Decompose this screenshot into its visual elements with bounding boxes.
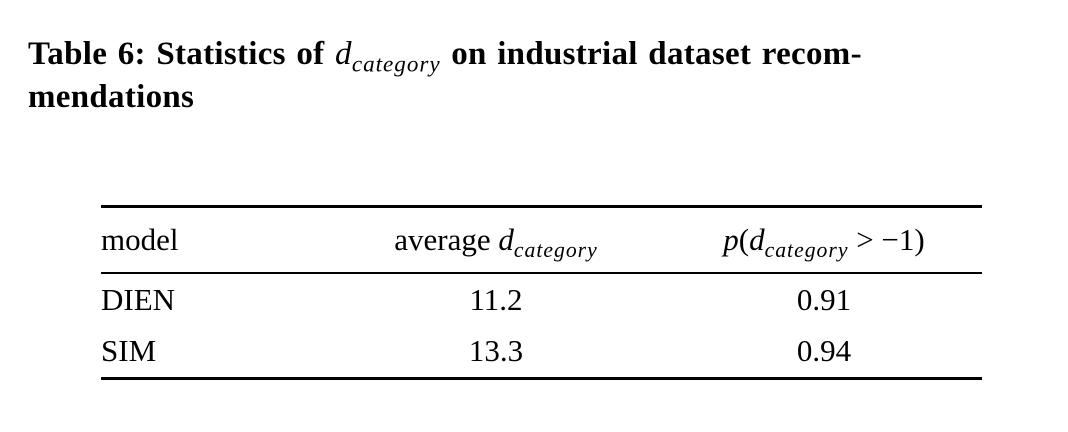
- header-p-d-category: p(dcategory > −1): [666, 207, 982, 273]
- cell-p-d-category: 0.91: [796, 281, 852, 317]
- header-average-d-category: average dcategory: [326, 207, 666, 273]
- caption-line-1: Table 6: Statistics of dcategory on indu…: [28, 33, 1050, 76]
- header-model: model: [101, 207, 326, 273]
- table-header: model average dcategory p(dcategory > −1…: [101, 207, 982, 273]
- math-base: d: [749, 221, 765, 257]
- inline-math-d-category: dcategory: [498, 221, 597, 261]
- cell-p-d-category: 0.94: [796, 333, 852, 369]
- caption-continuation: mendations: [28, 79, 195, 115]
- statistics-table: model average dcategory p(dcategory > −1…: [101, 205, 982, 380]
- cell-model: SIM: [101, 333, 157, 369]
- inline-math-d-category: dcategory: [749, 221, 848, 261]
- header-average-prefix: average: [394, 221, 499, 257]
- caption-suffix: on industrial dataset recom-: [440, 36, 862, 72]
- caption-line-2: mendations: [28, 76, 1050, 119]
- math-subscript: category: [351, 50, 441, 77]
- math-base: d: [498, 221, 514, 257]
- math-subscript: category: [764, 237, 849, 262]
- header-row: model average dcategory p(dcategory > −1…: [101, 207, 982, 273]
- cell-average-d-category: 11.2: [469, 281, 523, 317]
- comparison-text: > −1): [848, 221, 925, 257]
- math-p: p: [723, 221, 739, 257]
- inline-math-d-category: dcategory: [335, 36, 441, 75]
- open-paren: (: [738, 221, 750, 257]
- table-caption: Table 6: Statistics of dcategory on indu…: [28, 33, 1050, 119]
- math-base: d: [335, 36, 352, 72]
- cell-model: DIEN: [101, 281, 176, 317]
- table-body: DIEN 11.2 0.91 SIM 13.3 0.94: [101, 273, 982, 379]
- table-row-sim: SIM 13.3 0.94: [101, 326, 982, 379]
- cell-average-d-category: 13.3: [468, 333, 524, 369]
- caption-prefix: Table 6: Statistics of: [28, 36, 336, 72]
- math-subscript: category: [513, 237, 598, 262]
- header-model-label: model: [101, 221, 179, 257]
- table-row-dien: DIEN 11.2 0.91: [101, 273, 982, 326]
